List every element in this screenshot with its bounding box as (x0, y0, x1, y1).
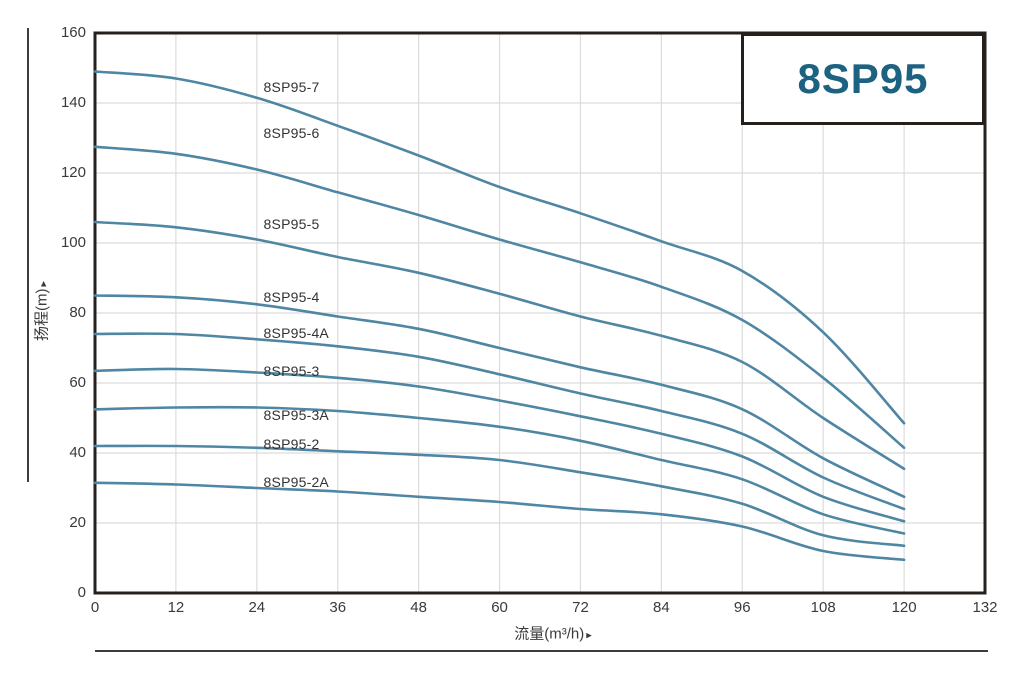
x-tick-label-24: 24 (248, 599, 266, 616)
curve-8SP95-6 (93, 145, 906, 450)
model-title: 8SP95 (797, 55, 929, 102)
x-axis-title-text: 流量(m³/h) (514, 625, 585, 643)
curve-label-8SP95-4: 8SP95-4 (263, 289, 320, 306)
curve-label-8SP95-2A: 8SP95-2A (263, 474, 329, 491)
x-tick-label-12: 12 (167, 599, 185, 616)
curve-label-8SP95-2: 8SP95-2 (263, 436, 320, 453)
plot-border (93, 31, 987, 595)
y-tick-label-80: 80 (69, 304, 86, 321)
y-tick-label-120: 120 (60, 164, 86, 181)
y-tick-label-20: 20 (69, 514, 86, 531)
model-title-box: 8SP95 (741, 33, 985, 125)
curve-label-8SP95-3: 8SP95-3 (263, 362, 320, 379)
y-tick-label-100: 100 (60, 234, 86, 251)
curve-8SP95-5 (93, 220, 906, 471)
x-tick-label-132: 132 (972, 599, 998, 616)
left-decorative-rule (27, 28, 29, 482)
curve-8SP95-7 (93, 70, 906, 425)
x-tick-label-60: 60 (491, 599, 508, 616)
y-tick-label-0: 0 (77, 584, 86, 601)
curve-label-8SP95-6: 8SP95-6 (263, 124, 320, 141)
curve-8SP95-4A (93, 332, 906, 511)
curve-8SP95-3 (93, 367, 906, 523)
x-tick-label-36: 36 (329, 599, 347, 616)
y-tick-label-60: 60 (69, 374, 86, 391)
curve-label-8SP95-7: 8SP95-7 (263, 79, 320, 96)
x-tick-label-72: 72 (572, 599, 589, 616)
y-tick-label-40: 40 (69, 444, 86, 461)
x-tick-label-0: 0 (90, 599, 100, 616)
x-tick-label-96: 96 (733, 599, 751, 616)
y-tick-label-160: 160 (60, 24, 86, 41)
y-axis-arrow-icon: ▸ (37, 280, 50, 287)
curve-8SP95-2 (93, 444, 906, 548)
curve-label-8SP95-5: 8SP95-5 (263, 215, 320, 232)
bottom-decorative-rule (95, 650, 988, 652)
curve-label-8SP95-3A: 8SP95-3A (263, 406, 329, 423)
y-tick-label-140: 140 (60, 94, 86, 111)
y-axis-title: 扬程(m)▸ (31, 281, 52, 341)
curve-8SP95-2A (93, 481, 906, 562)
x-tick-label-120: 120 (891, 599, 917, 616)
curve-8SP95-3A (93, 405, 906, 535)
x-tick-label-108: 108 (810, 599, 836, 616)
x-tick-label-84: 84 (653, 599, 670, 616)
x-tick-label-48: 48 (410, 599, 427, 616)
curve-label-8SP95-4A: 8SP95-4A (263, 324, 329, 341)
x-axis-title: 流量(m³/h) ▸ (514, 623, 592, 644)
y-axis-title-text: 扬程(m) (33, 288, 51, 342)
x-axis-arrow-icon: ▸ (586, 629, 592, 642)
curve-8SP95-4 (93, 294, 906, 499)
